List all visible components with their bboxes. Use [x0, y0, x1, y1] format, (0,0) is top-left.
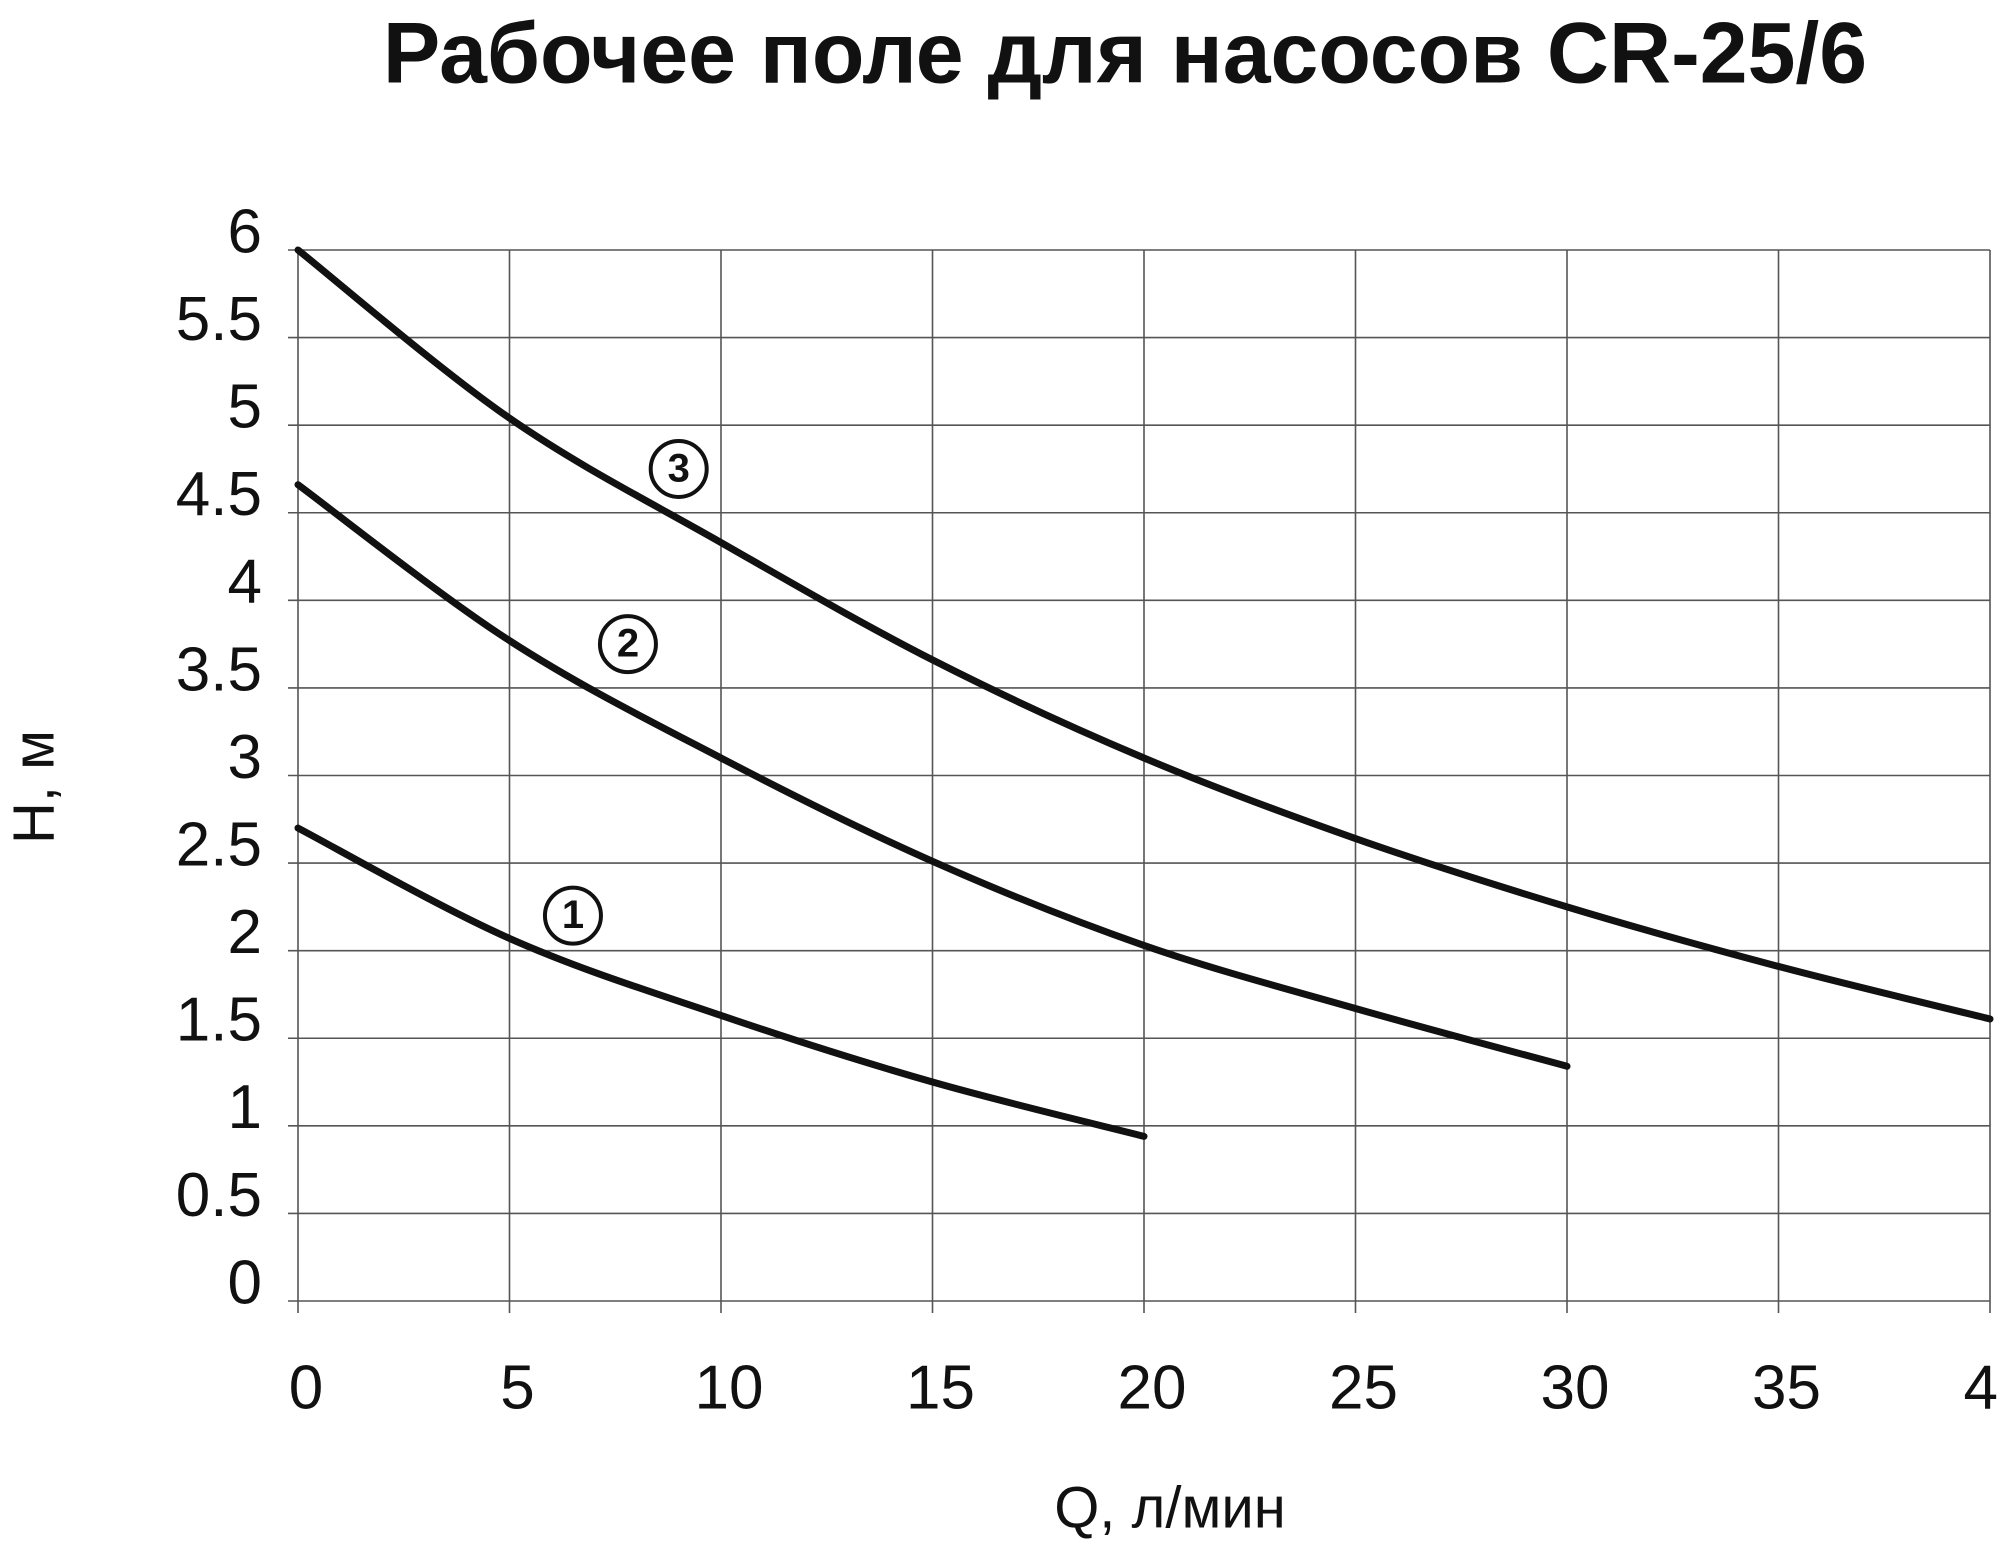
series-label: 1: [562, 893, 584, 937]
x-axis-title: Q, л/мин: [1054, 1475, 1286, 1540]
series-label: 3: [668, 447, 690, 491]
y-tick-label: 0: [228, 1248, 262, 1317]
y-tick-label: 1.5: [176, 986, 262, 1055]
x-tick-label: 20: [1118, 1353, 1187, 1422]
curve: [294, 246, 1994, 1023]
x-tick-label: 0: [289, 1353, 323, 1422]
y-axis-title: H, м: [1, 730, 66, 844]
y-tick-label: 6: [228, 197, 262, 266]
y-tick-label: 3.5: [176, 635, 262, 704]
series-label: 2: [617, 622, 639, 666]
y-tick-label: 5.5: [176, 285, 262, 354]
x-tick-label: 5: [500, 1353, 534, 1422]
series-label-circle: [648, 438, 709, 499]
curve: [294, 481, 1571, 1070]
y-tick-label: 5: [228, 373, 262, 442]
y-tick-label: 4.5: [176, 460, 262, 529]
x-tick-label: 15: [906, 1353, 975, 1422]
x-tick-label: 35: [1752, 1353, 1821, 1422]
x-tick-label: 10: [695, 1353, 764, 1422]
series-label-circle: [542, 885, 603, 946]
x-tick-label: 40: [1964, 1353, 2000, 1422]
curve: [294, 824, 1148, 1140]
y-tick-label: 3: [228, 723, 262, 792]
series-label-circle: [597, 614, 658, 675]
chart-title: Рабочее поле для насосов CR-25/6: [383, 6, 1867, 102]
x-tick-label: 25: [1329, 1353, 1398, 1422]
x-tick-label: 30: [1541, 1353, 1610, 1422]
y-tick-label: 4: [228, 548, 262, 617]
y-tick-label: 1: [228, 1073, 262, 1142]
y-tick-label: 0.5: [176, 1161, 262, 1230]
y-tick-label: 2.5: [176, 810, 262, 879]
y-tick-label: 2: [228, 898, 262, 967]
